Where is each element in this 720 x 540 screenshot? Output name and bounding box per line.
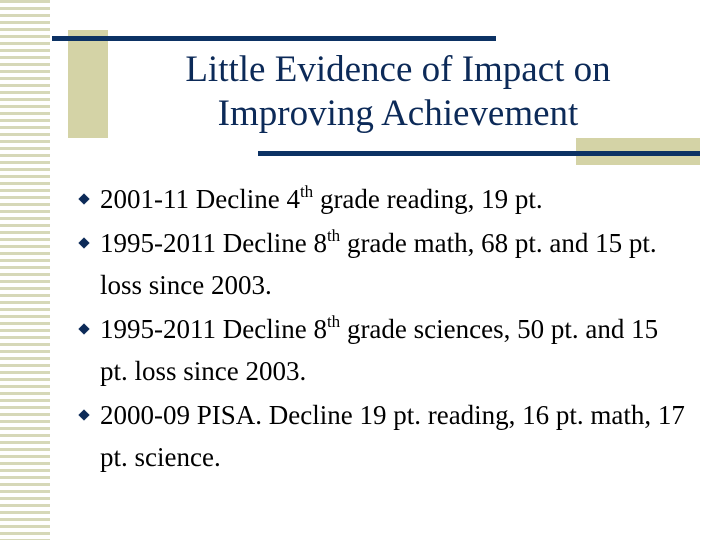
bullet-marker — [78, 409, 90, 421]
stripe-pattern — [0, 0, 50, 540]
bullet-item: 1995-2011 Decline 8th grade math, 68 pt.… — [78, 222, 690, 306]
bullet-item: 2001-11 Decline 4th grade reading, 19 pt… — [78, 178, 690, 220]
superscript: th — [326, 226, 341, 245]
superscript: th — [326, 312, 341, 331]
superscript: th — [299, 182, 314, 201]
bullet-text: grade sciences, 50 pt. and 15 pt. loss s… — [100, 314, 659, 386]
title-rule — [258, 151, 700, 156]
bullet-text: 2001-11 Decline 4 — [100, 184, 300, 214]
bullet-list: 2001-11 Decline 4th grade reading, 19 pt… — [78, 178, 690, 480]
bullet-text: 1995-2011 Decline 8 — [100, 228, 327, 258]
bullet-item: 1995-2011 Decline 8th grade sciences, 50… — [78, 308, 690, 392]
bullet-text: grade math, 68 pt. and 15 pt. loss since… — [100, 228, 657, 300]
bullet-marker — [78, 237, 90, 249]
bullet-text: grade reading, 19 pt. — [313, 184, 543, 214]
title-line: Improving Achievement — [217, 93, 579, 134]
title-line: Little Evidence of Impact on — [185, 49, 611, 90]
bullet-marker — [78, 193, 90, 205]
accent-box — [68, 30, 108, 138]
bullet-item: 2000-09 PISA. Decline 19 pt. reading, 16… — [78, 394, 690, 478]
bullet-text: 2000-09 PISA. Decline 19 pt. reading, 16… — [100, 400, 685, 472]
bullet-marker — [78, 323, 90, 335]
bullet-text: 1995-2011 Decline 8 — [100, 314, 327, 344]
title-rule — [52, 36, 496, 41]
slide-title: Little Evidence of Impact on Improving A… — [110, 48, 686, 136]
